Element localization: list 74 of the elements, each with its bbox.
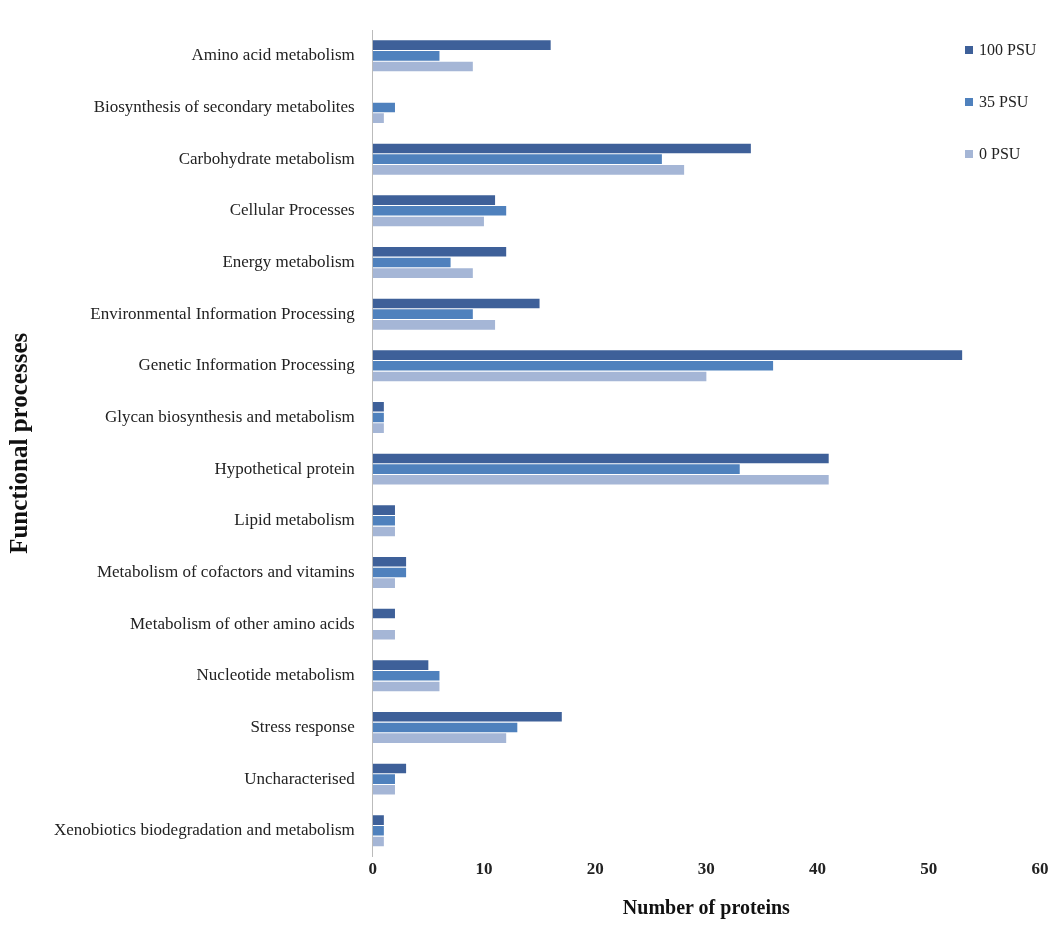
y-tick-label: Biosynthesis of secondary metabolites [93, 96, 355, 116]
bar [372, 423, 384, 433]
x-tick-label: 50 [920, 859, 938, 879]
y-tick-label: Uncharacterised [244, 768, 356, 788]
bar [372, 836, 384, 847]
x-tick-label: 0 [368, 859, 377, 879]
bar [372, 371, 707, 382]
bar [372, 216, 484, 227]
bar [372, 51, 440, 61]
y-tick-label: Metabolism of other amino acids [130, 613, 355, 633]
bar [372, 247, 507, 257]
bar [372, 629, 395, 640]
legend-label: 0 PSU [979, 145, 1021, 163]
bar [372, 556, 407, 567]
bar [372, 774, 395, 784]
bar [372, 681, 440, 692]
y-tick-label: Carbohydrate metabolism [178, 148, 355, 168]
bar [372, 412, 384, 423]
bar [372, 320, 496, 330]
bar [372, 268, 473, 278]
bar [372, 309, 473, 319]
x-tick-label: 60 [1031, 859, 1049, 879]
bar [372, 350, 963, 360]
legend-label: 35 PSU [979, 93, 1029, 111]
bar [372, 670, 440, 681]
y-tick-label: Xenobiotics biodegradation and metabolism [53, 820, 355, 840]
x-tick-label: 20 [586, 859, 604, 879]
bar [372, 143, 751, 154]
bar [372, 154, 662, 164]
bar [372, 733, 507, 743]
y-tick-label: Genetic Information Processing [138, 355, 356, 375]
bar [372, 578, 395, 588]
bar [372, 453, 829, 464]
x-axis-title: Number of proteins [622, 896, 791, 920]
bar [372, 298, 540, 309]
bar [372, 195, 496, 205]
y-tick-label: Stress response [250, 716, 355, 736]
y-tick-label: Amino acid metabolism [191, 45, 355, 65]
bar [372, 567, 407, 578]
bar [372, 505, 395, 515]
bar [372, 784, 395, 795]
y-tick-label: Metabolism of cofactors and vitamins [96, 561, 355, 581]
bar [372, 515, 395, 526]
bar [372, 464, 740, 474]
bar [372, 722, 518, 733]
bar [372, 526, 395, 537]
bar [372, 475, 829, 485]
bar [372, 711, 562, 722]
y-tick-label: Glycan biosynthesis and metabolism [104, 406, 355, 426]
bar [372, 102, 395, 113]
bar [372, 61, 473, 72]
y-tick-label: Environmental Information Processing [90, 303, 356, 323]
bar [372, 257, 451, 268]
bar [372, 815, 384, 825]
x-tick-label: 10 [475, 859, 493, 879]
bar [372, 113, 384, 123]
bar [372, 361, 774, 371]
bar [372, 608, 395, 619]
bar [372, 165, 685, 175]
bar [372, 401, 384, 412]
legend-label: 100 PSU [979, 41, 1037, 59]
bar [372, 763, 407, 774]
y-tick-label: Lipid metabolism [234, 510, 355, 530]
bar [372, 40, 551, 50]
bar [372, 660, 429, 670]
y-tick-label: Hypothetical protein [214, 458, 356, 478]
x-tick-label: 40 [809, 859, 827, 879]
bar [372, 825, 384, 836]
x-tick-label: 30 [697, 859, 715, 879]
y-tick-label: Cellular Processes [229, 200, 355, 220]
y-tick-label: Energy metabolism [222, 251, 355, 271]
y-tick-label: Nucleotide metabolism [196, 665, 355, 685]
y-axis-title: Functional processes [5, 332, 33, 554]
bar [372, 206, 507, 216]
